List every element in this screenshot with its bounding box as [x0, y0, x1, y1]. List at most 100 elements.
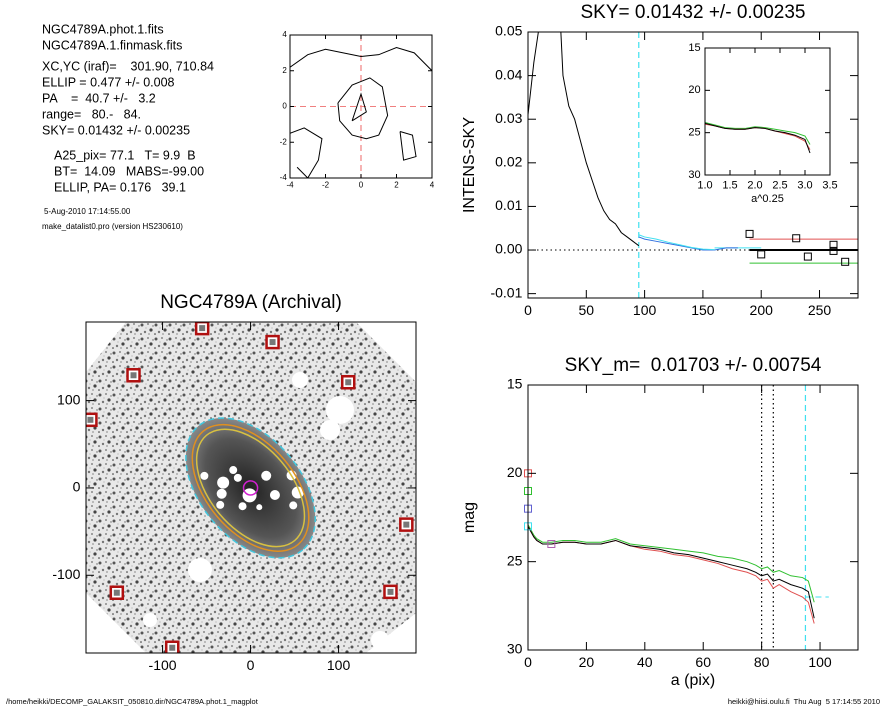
square-marker — [829, 246, 838, 255]
y-tick-label: 20 — [507, 464, 523, 480]
square-marker — [547, 540, 556, 548]
x-tick-label: 100 — [808, 654, 832, 670]
x-tick-label: 100 — [633, 302, 657, 318]
y-axis-label: INTENS-SKY — [461, 117, 478, 213]
x-tick-label: 0 — [247, 657, 255, 673]
info-line: ELLIP = 0.477 +/- 0.008 — [42, 75, 175, 89]
x-tick-label: 80 — [754, 654, 770, 670]
plot-area — [290, 35, 432, 178]
masked-blob — [261, 470, 272, 481]
program-text: make_datalist0.pro (version HS230610) — [42, 222, 183, 231]
square-marker — [745, 229, 754, 238]
masked-blob — [238, 502, 247, 511]
profile-line — [638, 234, 715, 251]
y-tick-label: 15 — [507, 376, 523, 392]
x-tick-label: 50 — [579, 302, 595, 318]
y-tick-label: 20 — [688, 84, 700, 96]
square-marker — [803, 252, 812, 261]
y-axis-label: mag — [461, 502, 478, 533]
y-tick-label: 25 — [507, 552, 523, 568]
chart-panel: 0 50 100 150 200 250 -0.01 0.00 0.01 0.02 0.03 0.04… — [461, 2, 859, 318]
x-tick-label: -100 — [149, 657, 177, 673]
chart-panel: -4 -2 0 2 4 -4 -2 0 2 4 — [280, 30, 435, 190]
x-tick-label: 3.0 — [797, 179, 812, 191]
y-tick-label: 0.01 — [495, 197, 522, 213]
date-text: 5-Aug-2010 17:14:55.00 — [44, 207, 131, 216]
y-tick-label: -0.01 — [490, 284, 522, 300]
profile-line — [290, 127, 323, 178]
x-tick-label: 2.0 — [747, 179, 762, 191]
y-tick-label: 0.02 — [495, 154, 522, 170]
isophote-ellipse — [242, 480, 259, 496]
x-tick-label: 4 — [430, 181, 435, 190]
chart-panel: 1.0 1.5 2.0 2.5 3.0 3.5 15 20 25 30 a^0.25 — [688, 42, 837, 205]
masked-blob — [289, 501, 298, 510]
x-tick-label: 1.5 — [722, 179, 737, 191]
profile-line — [705, 122, 811, 154]
masked-star-core — [403, 521, 410, 528]
masked-star-core — [87, 416, 94, 423]
x-tick-label: 2 — [394, 181, 399, 190]
masked-star-core — [199, 325, 206, 332]
masked-star-core — [169, 644, 176, 651]
square-marker — [792, 234, 801, 243]
masked-star-core — [130, 372, 137, 379]
profile-line — [351, 92, 367, 122]
isophote-ellipse — [195, 428, 306, 548]
x-tick-label: 60 — [695, 654, 711, 670]
masked-blob — [269, 489, 280, 500]
profile-line — [290, 46, 432, 72]
x-tick-label: 2.5 — [772, 179, 787, 191]
info-line: NGC4789A.phot.1.fits — [42, 22, 164, 36]
square-marker — [757, 250, 766, 259]
axes-frame — [527, 31, 859, 299]
x-tick-label: 100 — [327, 657, 351, 673]
y-tick-label: 0.05 — [495, 23, 522, 39]
footer-left: /home/heikki/DECOMP_GALAKSIT_050810.dir/… — [6, 697, 259, 706]
plot-area — [86, 322, 416, 653]
x-tick-label: 0 — [524, 302, 532, 318]
plot-area — [528, 385, 829, 650]
masked-blob — [188, 558, 212, 582]
masked-blob — [371, 631, 389, 649]
info-line: ELLIP, PA= 0.176 39.1 — [54, 180, 186, 194]
y-tick-label: 15 — [688, 42, 700, 54]
y-tick-label: 0 — [73, 479, 81, 495]
x-tick-label: 250 — [808, 302, 832, 318]
x-tick-label: 150 — [691, 302, 715, 318]
square-marker — [829, 240, 838, 249]
info-line: range= 80.- 84. — [42, 107, 141, 121]
x-tick-label: 1.0 — [697, 179, 712, 191]
info-line: NGC4789A.1.finmask.fits — [42, 38, 182, 52]
plot-area — [705, 122, 811, 154]
footer-right: heikki@hiisi.oulu.fi Thu Aug 5 17:14:55 … — [728, 697, 880, 706]
x-tick-label: 200 — [750, 302, 774, 318]
masked-blob — [217, 476, 230, 489]
x-tick-label: 0 — [359, 181, 364, 190]
info-line: BT= 14.09 MABS=-99.00 — [54, 164, 204, 178]
info-block: NGC4789A.phot.1.fits NGC4789A.1.finmask.f… — [42, 22, 214, 194]
info-line: PA = 40.7 +/- 3.2 — [42, 91, 156, 105]
x-axis-label: a^0.25 — [751, 193, 784, 205]
chart-title: SKY= 0.01432 +/- 0.00235 — [580, 2, 805, 23]
profile-line — [705, 122, 811, 145]
chart-title: NGC4789A (Archival) — [160, 292, 342, 313]
axes-frame — [704, 47, 831, 176]
y-tick-label: 30 — [507, 641, 523, 657]
y-tick-label: 0.03 — [495, 110, 522, 126]
masked-blob — [326, 396, 354, 424]
chart-title: SKY_m= 0.01703 +/- 0.00754 — [565, 355, 822, 376]
galaxy-body — [185, 418, 316, 558]
x-tick-label: 0 — [524, 654, 532, 670]
masked-blob — [200, 471, 209, 480]
y-tick-label: 0.00 — [495, 241, 522, 257]
masked-star-core — [345, 379, 352, 386]
x-tick-label: 40 — [637, 654, 653, 670]
plot-area — [528, 32, 858, 298]
y-tick-label: -2 — [280, 137, 288, 146]
y-tick-label: 2 — [282, 66, 287, 75]
chart-panel: -100 0 100 -100 0 100 NGC4789A (Archival) — [52, 292, 417, 673]
x-tick-label: 3.5 — [822, 179, 837, 191]
masked-star-core — [113, 589, 120, 596]
masked-blob — [216, 500, 225, 509]
